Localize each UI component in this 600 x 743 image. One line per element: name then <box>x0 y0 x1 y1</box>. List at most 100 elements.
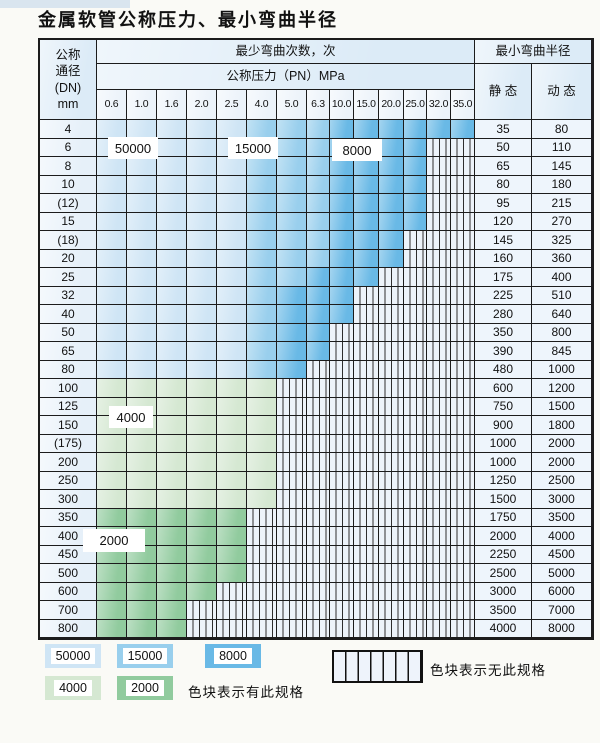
dynamic-radius-cell: 1200 <box>532 379 592 398</box>
cell-spec-50000 <box>157 286 187 305</box>
zone-label-50000: 50000 <box>109 138 157 158</box>
cell-no-spec <box>354 416 379 435</box>
cell-spec-4000 <box>97 471 127 490</box>
cell-spec-15000 <box>277 212 307 231</box>
pressure-header-1.0: 1.0 <box>127 90 157 120</box>
cell-spec-50000 <box>187 286 217 305</box>
dynamic-radius-cell: 4500 <box>532 545 592 564</box>
min-bend-cycles-header: 最少弯曲次数，次 <box>97 40 475 64</box>
cell-spec-50000 <box>97 157 127 176</box>
cell-spec-8000 <box>330 120 354 139</box>
cell-no-spec <box>217 619 247 638</box>
cell-no-spec <box>404 508 427 527</box>
cell-no-spec <box>451 545 475 564</box>
cell-no-spec <box>451 527 475 546</box>
cell-spec-4000 <box>157 490 187 509</box>
cell-no-spec <box>427 360 451 379</box>
cell-no-spec <box>354 582 379 601</box>
cell-no-spec <box>277 508 307 527</box>
cell-spec-50000 <box>187 342 217 361</box>
cell-spec-4000 <box>247 416 277 435</box>
cell-spec-8000 <box>354 194 379 213</box>
cell-spec-50000 <box>157 212 187 231</box>
dynamic-radius-cell: 325 <box>532 231 592 250</box>
cell-no-spec <box>451 286 475 305</box>
dynamic-radius-cell: 3000 <box>532 490 592 509</box>
dynamic-radius-cell: 4000 <box>532 527 592 546</box>
cell-spec-15000 <box>307 212 330 231</box>
cell-spec-4000 <box>247 434 277 453</box>
cell-spec-2000 <box>127 508 157 527</box>
cell-spec-15000 <box>307 175 330 194</box>
cell-spec-2000 <box>127 601 157 620</box>
cell-no-spec <box>404 527 427 546</box>
static-radius-cell: 145 <box>475 231 532 250</box>
cell-spec-8000 <box>404 194 427 213</box>
cell-no-spec <box>354 508 379 527</box>
cell-no-spec <box>427 138 451 157</box>
cell-spec-2000 <box>127 582 157 601</box>
cell-no-spec <box>379 286 404 305</box>
cell-spec-4000 <box>217 379 247 398</box>
cell-no-spec <box>451 342 475 361</box>
cell-spec-50000 <box>97 249 127 268</box>
dynamic-radius-cell: 215 <box>532 194 592 213</box>
cell-no-spec <box>427 305 451 324</box>
dn-cell: 40 <box>40 305 97 324</box>
cell-spec-50000 <box>187 323 217 342</box>
static-radius-cell: 480 <box>475 360 532 379</box>
cell-spec-4000 <box>187 379 217 398</box>
cell-no-spec <box>277 582 307 601</box>
legend-swatch-4000: 4000 <box>45 676 101 700</box>
zone-label-15000: 15000 <box>229 138 277 158</box>
cell-no-spec <box>427 268 451 287</box>
dn-cell: 65 <box>40 342 97 361</box>
cell-no-spec <box>404 286 427 305</box>
cell-no-spec <box>354 434 379 453</box>
legend-swatch-label: 2000 <box>126 680 164 696</box>
cell-spec-15000 <box>247 231 277 250</box>
cell-spec-50000 <box>157 360 187 379</box>
cell-spec-50000 <box>127 268 157 287</box>
cell-spec-8000 <box>277 323 307 342</box>
cell-spec-4000 <box>157 471 187 490</box>
legend-has-spec-text: 色块表示有此规格 <box>188 685 304 700</box>
cell-spec-8000 <box>330 305 354 324</box>
cell-no-spec <box>427 379 451 398</box>
static-radius-cell: 225 <box>475 286 532 305</box>
cell-no-spec <box>354 490 379 509</box>
static-radius-cell: 1500 <box>475 490 532 509</box>
cell-no-spec <box>404 379 427 398</box>
cell-no-spec <box>330 582 354 601</box>
legend-swatch-label: 15000 <box>122 648 168 664</box>
cell-spec-50000 <box>127 249 157 268</box>
cell-spec-50000 <box>217 268 247 287</box>
dynamic-radius-cell: 360 <box>532 249 592 268</box>
cell-no-spec <box>451 490 475 509</box>
cell-spec-8000 <box>404 212 427 231</box>
cell-spec-8000 <box>277 360 307 379</box>
cell-spec-50000 <box>217 194 247 213</box>
static-radius-cell: 750 <box>475 397 532 416</box>
cell-spec-50000 <box>157 342 187 361</box>
cell-spec-4000 <box>157 453 187 472</box>
cell-spec-50000 <box>217 323 247 342</box>
cell-spec-15000 <box>247 249 277 268</box>
cell-spec-15000 <box>247 360 277 379</box>
cell-no-spec <box>427 175 451 194</box>
cell-no-spec <box>451 453 475 472</box>
dn-cell: 150 <box>40 416 97 435</box>
cell-no-spec <box>379 471 404 490</box>
cell-spec-50000 <box>157 175 187 194</box>
cell-no-spec <box>307 453 330 472</box>
cell-spec-2000 <box>217 564 247 583</box>
static-radius-cell: 350 <box>475 323 532 342</box>
dn-cell: 32 <box>40 286 97 305</box>
cell-no-spec <box>427 564 451 583</box>
cell-no-spec <box>247 582 277 601</box>
cell-spec-50000 <box>157 120 187 139</box>
cell-spec-4000 <box>127 434 157 453</box>
cell-spec-15000 <box>247 286 277 305</box>
cell-no-spec <box>451 416 475 435</box>
cell-spec-4000 <box>157 434 187 453</box>
